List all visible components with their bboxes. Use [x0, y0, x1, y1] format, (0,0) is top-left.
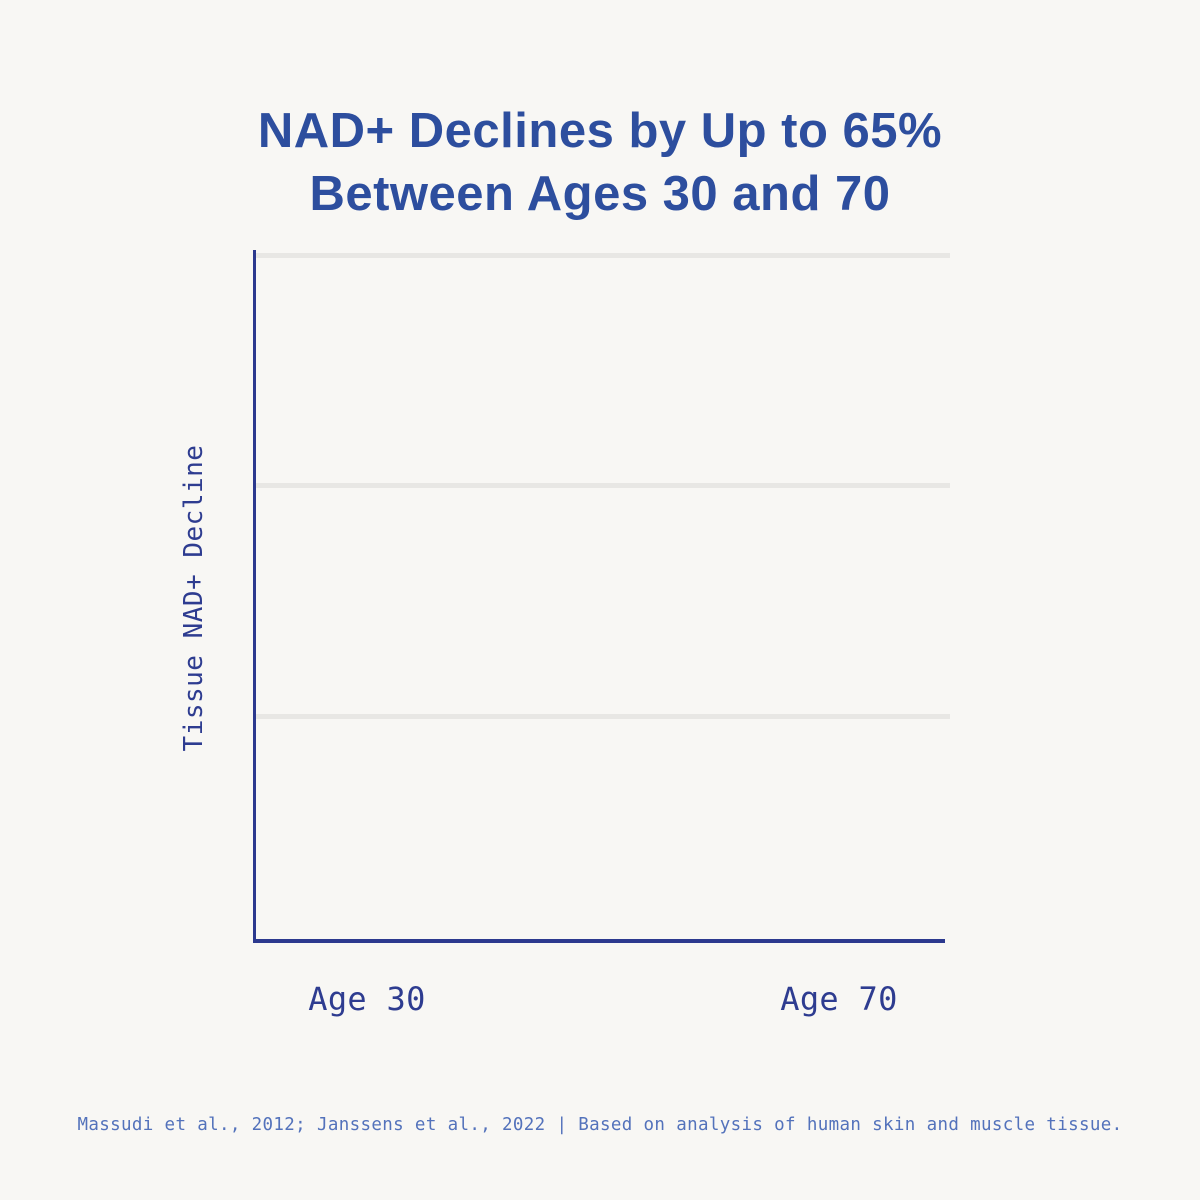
gridline-top — [253, 253, 950, 258]
source-citation: Massudi et al., 2012; Janssens et al., 2… — [77, 1115, 1123, 1135]
x-tick-label-age-70: Age 70 — [780, 980, 898, 1018]
y-axis-line — [253, 250, 256, 943]
chart-title-line2: Between Ages 30 and 70 — [309, 167, 891, 221]
y-axis-label: Tissue NAD+ Decline — [179, 444, 209, 752]
plot-area — [253, 250, 950, 943]
x-tick-label-age-30: Age 30 — [308, 980, 426, 1018]
gridline-bottom — [253, 714, 950, 719]
x-axis-line — [253, 939, 945, 943]
chart-title: NAD+ Declines by Up to 65% Between Ages … — [0, 100, 1200, 226]
chart-title-line1: NAD+ Declines by Up to 65% — [257, 104, 943, 158]
gridline-middle — [253, 483, 950, 488]
